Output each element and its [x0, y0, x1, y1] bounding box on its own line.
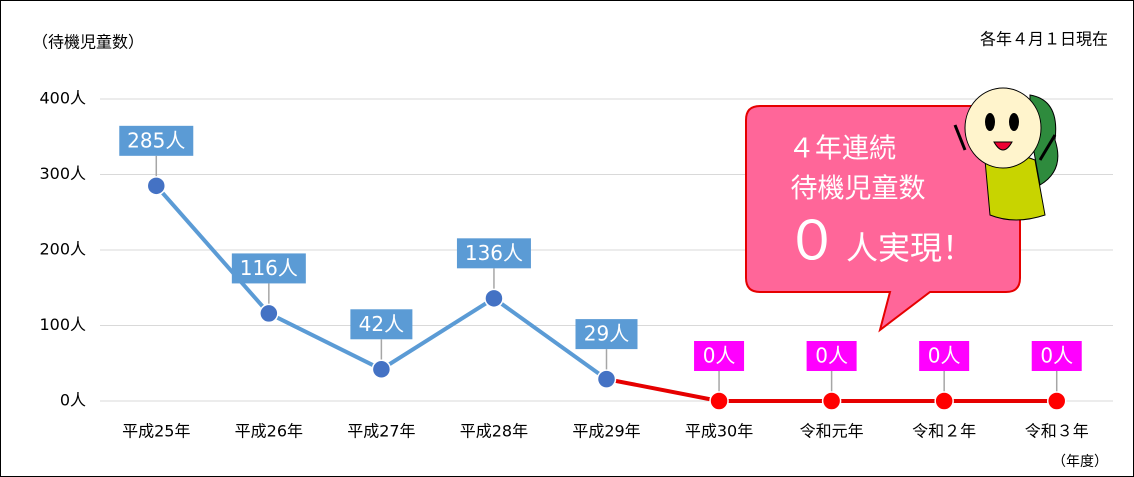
- mascot-eye: [1009, 113, 1019, 131]
- x-tick-label: 平成27年: [347, 422, 415, 441]
- marker: [485, 289, 503, 307]
- mascot-head: [965, 88, 1041, 168]
- chart: （待機児童数） 各年４月１日現在 （年度） 0人 100人 200人 300人 400人…: [0, 0, 1134, 477]
- data-label: 0人: [815, 344, 848, 368]
- x-axis-unit: （年度）: [1052, 454, 1108, 470]
- marker: [598, 370, 616, 388]
- marker: [823, 392, 841, 410]
- x-tick-label: 平成29年: [572, 422, 640, 441]
- note: 各年４月１日現在: [980, 30, 1108, 49]
- marker: [147, 177, 165, 195]
- data-label: 136人: [465, 241, 523, 265]
- data-label: 0人: [703, 344, 736, 368]
- data-label: 0人: [928, 344, 961, 368]
- x-tick-label: 令和２年: [912, 422, 976, 441]
- marker: [260, 304, 278, 322]
- mascot-eye: [985, 113, 995, 131]
- data-label: 285人: [127, 128, 185, 152]
- x-tick-label: 令和３年: [1025, 422, 1089, 441]
- x-tick-label: 平成30年: [685, 422, 753, 441]
- marker: [710, 392, 728, 410]
- x-tick-label: 平成26年: [235, 422, 303, 441]
- marker: [1048, 392, 1066, 410]
- callout-line: 待機児童数: [791, 174, 926, 205]
- callout-rest: 人実現！: [846, 229, 974, 267]
- marker: [935, 392, 953, 410]
- data-label: 116人: [240, 256, 298, 280]
- data-label: 0人: [1040, 344, 1073, 368]
- marker: [372, 360, 390, 378]
- data-label: 42人: [359, 312, 404, 336]
- x-tick-label: 平成25年: [122, 422, 190, 441]
- y-tick-label: 200人: [39, 240, 86, 259]
- y-axis-title: （待機児童数）: [32, 33, 144, 52]
- x-tick-label: 平成28年: [460, 422, 528, 441]
- y-tick-label: 300人: [39, 164, 86, 183]
- data-label: 29人: [584, 322, 629, 346]
- callout-big: ０: [785, 210, 839, 273]
- y-tick-label: 0人: [60, 391, 86, 410]
- callout-line: ４年連続: [788, 134, 896, 165]
- y-tick-label: 400人: [39, 89, 86, 108]
- y-tick-label: 100人: [39, 315, 86, 334]
- x-tick-label: 令和元年: [800, 422, 864, 441]
